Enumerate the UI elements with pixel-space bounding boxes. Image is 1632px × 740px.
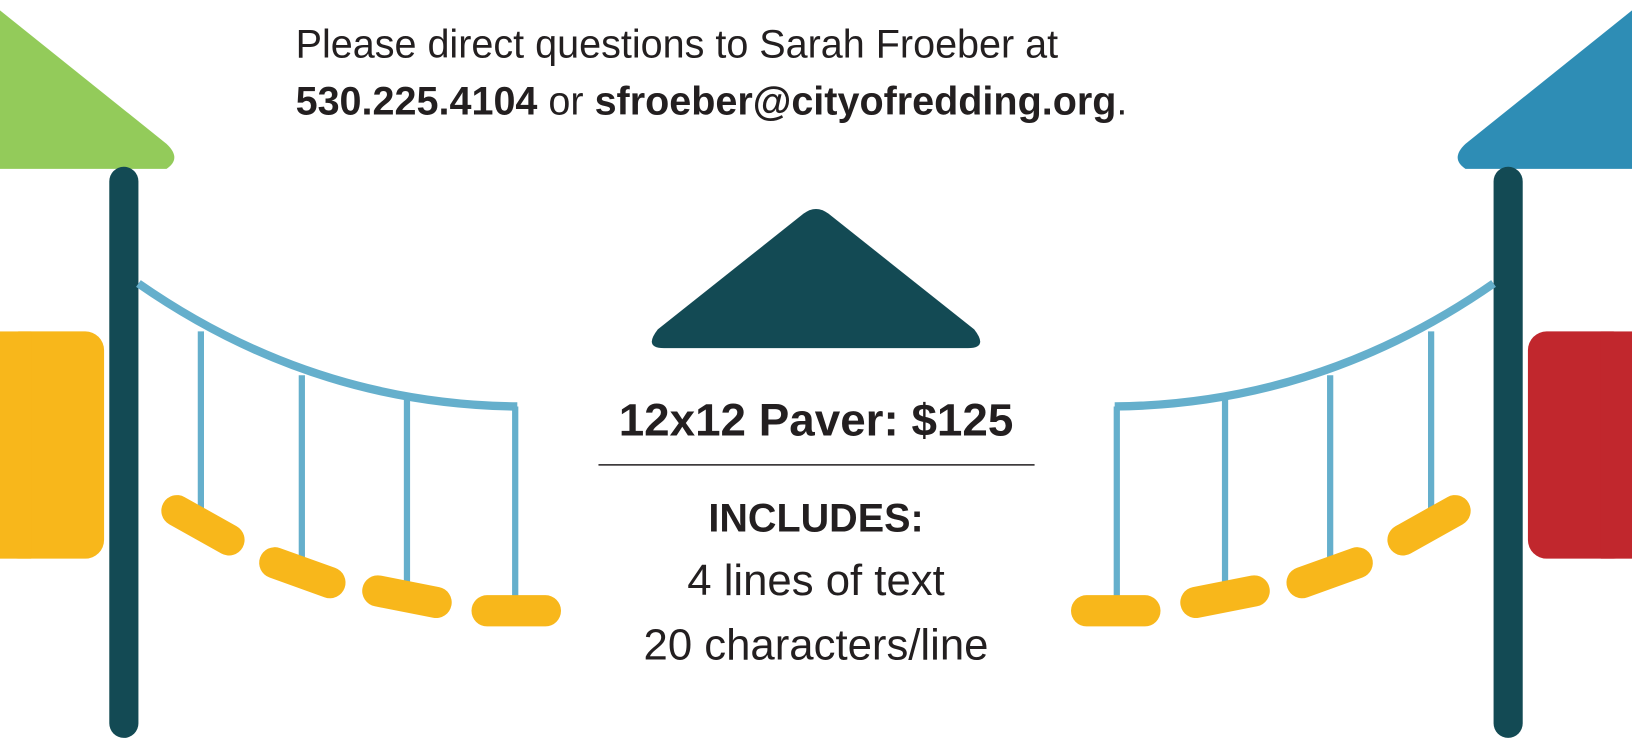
contact-details: 530.225.4104 or sfroeber@cityofredding.o…	[296, 80, 1128, 124]
period: .	[1116, 80, 1127, 124]
planks	[1087, 511, 1455, 611]
contact-line: Please direct questions to Sarah Froeber…	[296, 22, 1059, 66]
rope-hangers	[1117, 331, 1431, 599]
pole	[1494, 167, 1523, 738]
include-item: 20 characters/line	[644, 621, 989, 670]
includes-heading: INCLUDES:	[708, 497, 923, 541]
pole	[109, 167, 138, 738]
right-structure	[1087, 10, 1632, 737]
planks	[177, 511, 545, 611]
green-roof	[0, 10, 174, 168]
red-panel-edge	[1601, 331, 1632, 558]
rope	[138, 283, 517, 406]
blue-roof	[1458, 10, 1632, 168]
connector: or	[548, 80, 583, 124]
page: Please direct questions to Sarah Froeber…	[0, 0, 1632, 740]
include-item: 4 lines of text	[687, 556, 945, 605]
email: sfroeber@cityofredding.org	[595, 80, 1117, 124]
flyer: Please direct questions to Sarah Froeber…	[0, 0, 1632, 740]
phone: 530.225.4104	[296, 80, 538, 124]
rope-hangers	[201, 331, 515, 599]
yellow-panel-edge	[0, 331, 31, 558]
offer-title: 12x12 Paver: $125	[619, 395, 1014, 446]
center-roof	[652, 209, 980, 348]
rope	[1115, 283, 1494, 406]
